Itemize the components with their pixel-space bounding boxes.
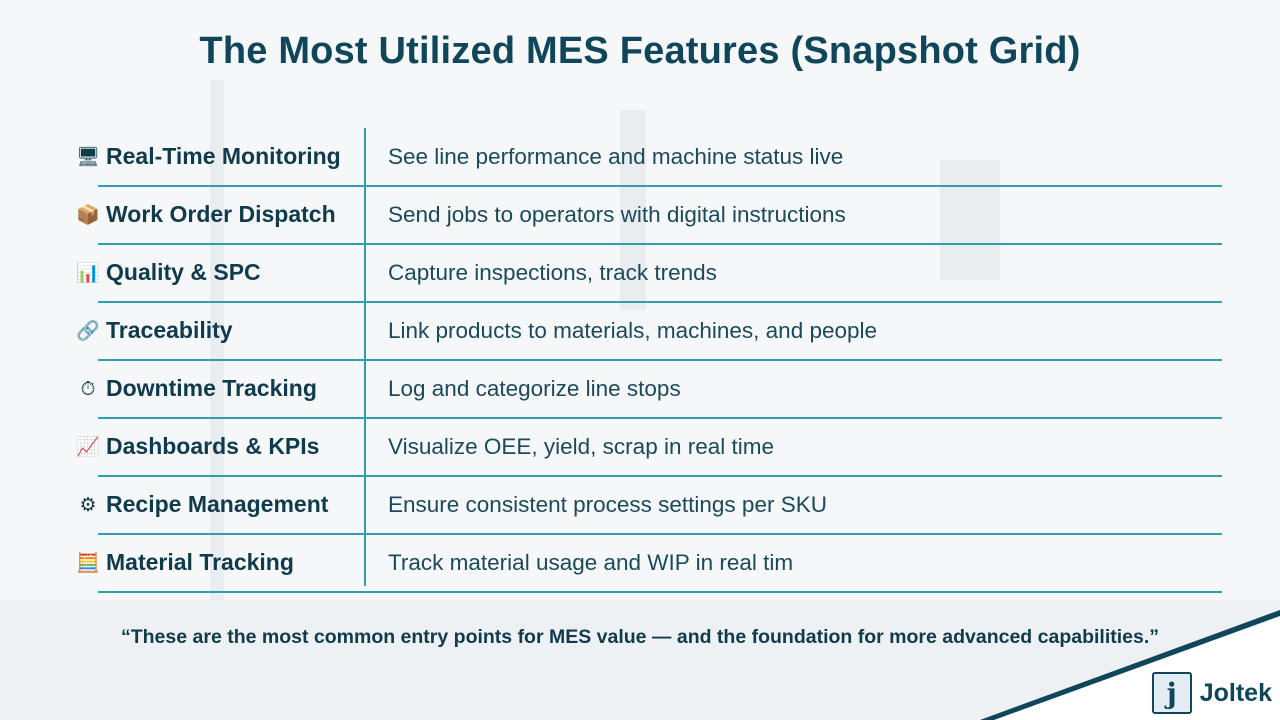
row-divider (98, 243, 1222, 245)
column-divider (364, 128, 366, 586)
feature-description: Log and categorize line stops (388, 376, 681, 401)
feature-name: Downtime Tracking (106, 375, 317, 401)
feature-name: Work Order Dispatch (106, 201, 336, 227)
feature-description: See line performance and machine status … (388, 144, 844, 169)
feature-name: Recipe Management (106, 491, 329, 517)
stopwatch-icon: ⏱ (80, 378, 96, 400)
feature-description: Track material usage and WIP in real tim (388, 550, 794, 575)
page-title: The Most Utilized MES Features (Snapshot… (199, 30, 1081, 72)
logo-mark: j (1151, 672, 1192, 714)
row-divider (98, 359, 1222, 361)
grid-row: 📊 Quality & SPC Capture inspections, tra… (74, 244, 1222, 303)
logo-text: Joltek (1199, 678, 1272, 707)
link-icon: 🔗 (76, 320, 100, 342)
package-icon: 📦 (76, 204, 100, 226)
grid-row: ⏱ Downtime Tracking Log and categorize l… (74, 360, 1222, 419)
feature-description: Link products to materials, machines, an… (388, 318, 878, 343)
feature-description: Visualize OEE, yield, scrap in real time (388, 434, 774, 459)
bar-chart-icon: 📊 (76, 262, 100, 284)
background-pillar (620, 110, 646, 310)
background-tank (940, 160, 1000, 280)
feature-grid: 🖥 Real-Time Monitoring See line performa… (74, 128, 1222, 593)
feature-name: Material Tracking (106, 549, 294, 575)
joltek-logo: j Joltek (1151, 672, 1272, 714)
corner-accent (980, 610, 1280, 720)
row-divider (98, 301, 1222, 303)
row-divider (98, 475, 1222, 477)
grid-row: 📦 Work Order Dispatch Send jobs to opera… (74, 186, 1222, 245)
trend-up-chart-icon: 📈 (76, 436, 100, 458)
gear-icon: ⚙ (79, 494, 97, 516)
monitor-icon: 🖥 (76, 146, 101, 168)
feature-name: Quality & SPC (106, 259, 261, 285)
grid-row: 📈 Dashboards & KPIs Visualize OEE, yield… (74, 418, 1222, 477)
row-divider (98, 417, 1222, 419)
feature-description: Send jobs to operators with digital inst… (388, 202, 846, 227)
row-divider (98, 591, 1222, 593)
abacus-icon: 🧮 (76, 552, 100, 574)
grid-row: 🧮 Material Tracking Track material usage… (74, 534, 1222, 593)
grid-row: 🔗 Traceability Link products to material… (74, 302, 1222, 361)
background-pillar (210, 80, 224, 600)
grid-row: 🖥 Real-Time Monitoring See line performa… (74, 128, 1222, 187)
grid-row: ⚙ Recipe Management Ensure consistent pr… (74, 476, 1222, 535)
feature-name: Traceability (106, 317, 233, 343)
footer-quote: “These are the most common entry points … (120, 626, 1160, 648)
feature-name: Real-Time Monitoring (106, 143, 341, 169)
row-divider (98, 185, 1222, 187)
feature-description: Ensure consistent process settings per S… (388, 492, 827, 517)
feature-name: Dashboards & KPIs (106, 433, 320, 459)
row-divider (98, 533, 1222, 535)
feature-description: Capture inspections, track trends (388, 260, 717, 285)
